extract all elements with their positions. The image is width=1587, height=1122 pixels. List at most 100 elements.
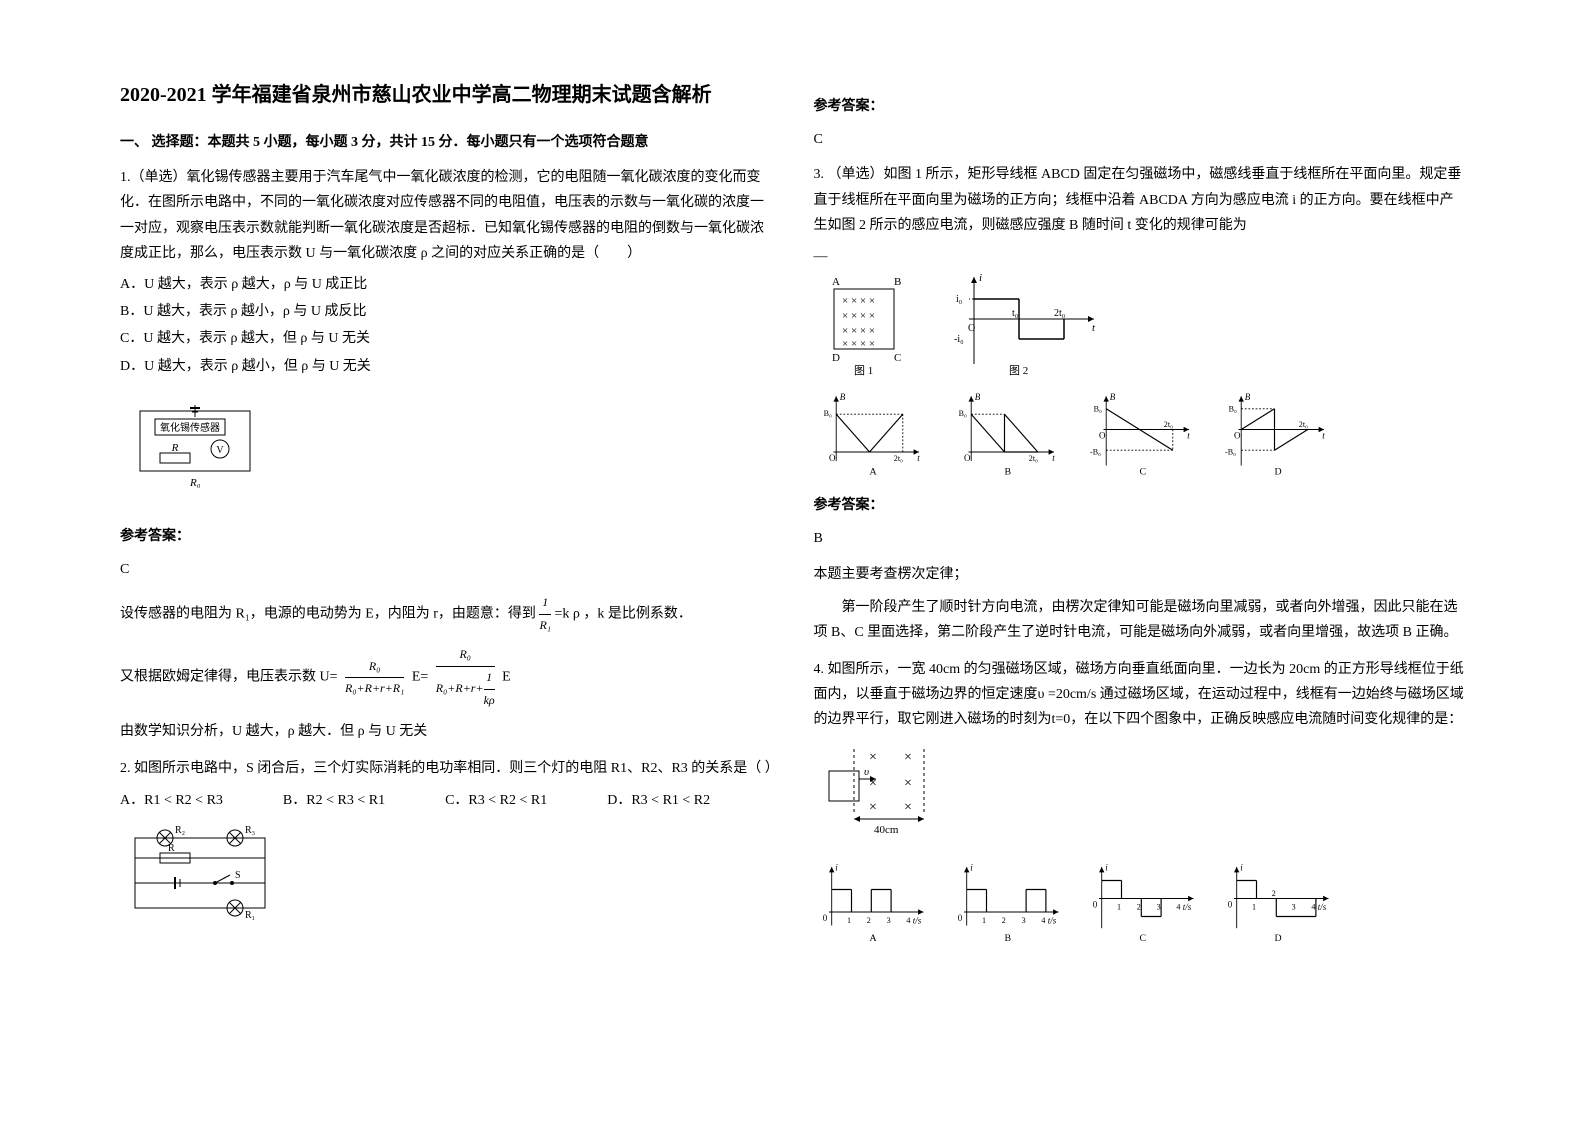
q4-chart-b: i t/s 0 1 2 3 4 B	[949, 858, 1069, 948]
svg-text:O: O	[1234, 431, 1241, 441]
svg-text:D: D	[832, 352, 840, 364]
q4-options-charts: i t/s 0 1 2 3 4 A i t/s	[814, 858, 1468, 948]
svg-text:2t₀: 2t₀	[1163, 420, 1172, 429]
svg-text:B₀: B₀	[823, 409, 831, 418]
q3-chart-c: B t O B₀ -B₀ 2t₀ C	[1084, 389, 1204, 479]
q1-answer-label: 参考答案：	[120, 524, 774, 549]
q1-option-d: D．U 越大，表示 ρ 越小，但 ρ 与 U 无关	[120, 354, 774, 379]
q4-chart-b-label: B	[1004, 933, 1011, 944]
svg-text:C: C	[894, 352, 901, 364]
q1-options: A．U 越大，表示 ρ 越大，ρ 与 U 成正比 B．U 越大，表示 ρ 越小，…	[120, 272, 774, 379]
svg-text:2t₀: 2t₀	[1298, 420, 1307, 429]
q1-stem: 1.（单选）氧化锡传感器主要用于汽车尾气中一氧化碳浓度的检测，它的电阻随一氧化碳…	[120, 165, 774, 266]
svg-text:1: 1	[1117, 902, 1121, 911]
q2-option-d: D．R3 < R1 < R2	[607, 788, 710, 813]
q4-field-diagram: × × × × × × υ 40cm	[814, 739, 954, 839]
svg-text:4: 4	[1311, 902, 1315, 911]
question-3: 3. （单选）如图 1 所示，矩形导线框 ABCD 固定在匀强磁场中，磁感线垂直…	[814, 162, 1468, 645]
q1-exp1-formula: =k ρ ，k 是比例系数．	[554, 607, 691, 622]
chart-c-label: C	[1139, 467, 1146, 478]
svg-text:B: B	[839, 392, 845, 402]
svg-text:t: t	[1322, 431, 1325, 441]
q4-stem: 4. 如图所示，一宽 40cm 的匀强磁场区域，磁场方向垂直纸面向里．一边长为 …	[814, 657, 1468, 733]
svg-text:B: B	[1244, 392, 1250, 402]
q2-option-c: C．R3 < R2 < R1	[445, 788, 547, 813]
svg-text:t: t	[917, 453, 920, 463]
svg-text:B₀: B₀	[1228, 405, 1236, 414]
svg-text:0: 0	[957, 913, 962, 923]
svg-text:B: B	[974, 392, 980, 402]
resistor-r0-label: R₀	[189, 477, 201, 489]
svg-text:S: S	[235, 870, 241, 881]
q2-circuit-diagram: R₂ R₃ R S R₁	[120, 823, 280, 923]
fig2-label: 图 2	[1009, 364, 1028, 377]
svg-text:4: 4	[1176, 902, 1180, 911]
resistor-r-label: R	[171, 442, 179, 454]
svg-text:i: i	[1240, 862, 1243, 872]
svg-text:R₃: R₃	[245, 825, 255, 836]
q2-answer-label: 参考答案：	[814, 94, 1468, 119]
svg-text:1: 1	[1252, 902, 1256, 911]
svg-text:O: O	[964, 453, 971, 463]
q4-chart-d: i t/s 0 1 2 3 4 D	[1219, 858, 1339, 948]
svg-text:0: 0	[1092, 899, 1097, 909]
svg-text:i₀: i₀	[956, 294, 963, 305]
svg-text:4: 4	[1041, 916, 1045, 925]
svg-text:2: 2	[1271, 889, 1275, 898]
fig1-label: 图 1	[854, 364, 873, 377]
q1-circuit-diagram: 氧化锡传感器 V R R₀	[120, 391, 270, 491]
svg-text:t₀: t₀	[1012, 308, 1019, 319]
svg-text:3: 3	[1021, 916, 1025, 925]
page-title: 2020-2021 学年福建省泉州市慈山农业中学高二物理期末试题含解析	[120, 80, 774, 110]
q3-explanation-1: 本题主要考查楞次定律；	[814, 562, 1468, 587]
svg-text:t: t	[1187, 431, 1190, 441]
svg-text:i: i	[1105, 862, 1108, 872]
svg-text:R₁: R₁	[245, 910, 255, 921]
svg-text:B₀: B₀	[958, 409, 966, 418]
svg-text:-B₀: -B₀	[1225, 448, 1236, 457]
svg-text:i: i	[970, 862, 973, 872]
question-2: 2. 如图所示电路中，S 闭合后，三个灯实际消耗的电功率相同．则三个灯的电阻 R…	[120, 756, 774, 942]
q1-exp2-text: 又根据欧姆定律得，电压表示数 U=	[120, 670, 338, 685]
q3-chart-a: B t O B₀ 2t₀ A	[814, 389, 934, 479]
q3-answer-label: 参考答案：	[814, 493, 1468, 518]
svg-text:B₀: B₀	[1093, 405, 1101, 414]
svg-text:O: O	[829, 453, 836, 463]
svg-text:×: ×	[869, 750, 877, 765]
velocity-label: υ	[864, 766, 869, 778]
q3-chart-b: B t O B₀ 2t₀ B	[949, 389, 1069, 479]
left-column: 2020-2021 学年福建省泉州市慈山农业中学高二物理期末试题含解析 一、 选…	[100, 80, 794, 1082]
svg-text:t/s: t/s	[1317, 902, 1326, 912]
svg-text:O: O	[968, 323, 975, 334]
svg-text:t: t	[1092, 322, 1096, 334]
svg-text:B: B	[1109, 392, 1115, 402]
svg-text:2: 2	[1136, 902, 1140, 911]
svg-text:R₂: R₂	[175, 825, 185, 836]
q2-options: A．R1 < R2 < R3 B．R2 < R3 < R1 C．R3 < R2 …	[120, 788, 774, 813]
svg-text:2: 2	[1001, 916, 1005, 925]
q2-stem: 2. 如图所示电路中，S 闭合后，三个灯实际消耗的电功率相同．则三个灯的电阻 R…	[120, 756, 774, 781]
q3-stem-dash: —	[814, 244, 1468, 269]
field-width-label: 40cm	[874, 824, 899, 836]
svg-text:A: A	[832, 276, 840, 288]
q3-figure-2: i t i₀ -i₀ t₀ 2t₀ O 图 2	[954, 269, 1104, 379]
q1-option-b: B．U 越大，表示 ρ 越小，ρ 与 U 成反比	[120, 299, 774, 324]
right-column: 参考答案： C 3. （单选）如图 1 所示，矩形导线框 ABCD 固定在匀强磁…	[794, 80, 1488, 1082]
question-1: 1.（单选）氧化锡传感器主要用于汽车尾气中一氧化碳浓度的检测，它的电阻随一氧化碳…	[120, 165, 774, 744]
chart-a-label: A	[869, 467, 877, 478]
svg-text:×: ×	[869, 800, 877, 815]
svg-text:2t₀: 2t₀	[893, 454, 902, 463]
svg-text:i: i	[835, 862, 838, 872]
q1-explanation-2: 又根据欧姆定律得，电压表示数 U= R₀ R₀+R+r+R₁ E= R₀ R₀+…	[120, 644, 774, 711]
q1-answer: C	[120, 557, 774, 582]
svg-text:3: 3	[1156, 902, 1160, 911]
chart-b-label: B	[1004, 467, 1011, 478]
svg-text:3: 3	[886, 916, 890, 925]
section-header: 一、 选择题：本题共 5 小题，每小题 3 分，共计 15 分．每小题只有一个选…	[120, 130, 774, 155]
svg-text:× × × ×: × × × ×	[842, 338, 875, 350]
svg-text:i: i	[979, 272, 982, 284]
q4-chart-c: i t/s 0 1 2 3 4 C	[1084, 858, 1204, 948]
svg-text:1: 1	[847, 916, 851, 925]
q1-option-c: C．U 越大，表示 ρ 越大，但 ρ 与 U 无关	[120, 326, 774, 351]
svg-text:B: B	[894, 276, 901, 288]
